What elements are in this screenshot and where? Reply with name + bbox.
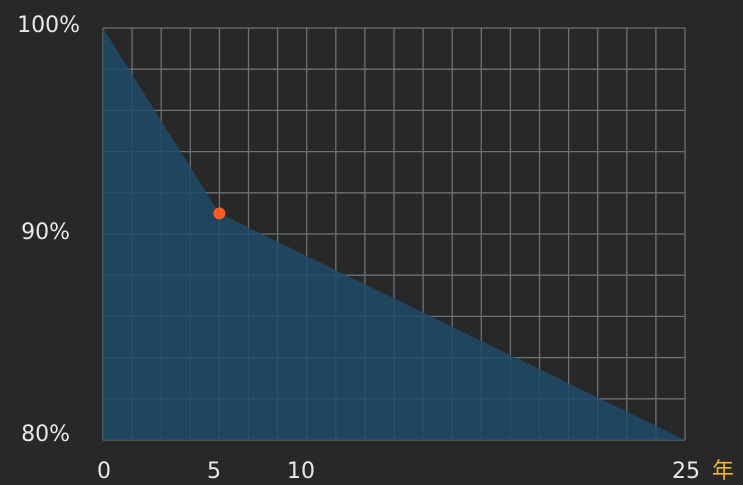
x-tick-25: 25 xyxy=(672,459,700,484)
y-tick-90: 90% xyxy=(21,220,70,245)
x-tick-10: 10 xyxy=(287,459,315,484)
area-series xyxy=(103,28,685,440)
highlight-point xyxy=(213,207,226,220)
x-tick-0: 0 xyxy=(97,459,111,484)
y-tick-100: 100% xyxy=(17,13,80,38)
x-unit-label: 年 xyxy=(712,459,734,484)
axis-ticks: 100% 90% 80% 0 5 10 25 年 xyxy=(17,13,734,484)
x-tick-5: 5 xyxy=(207,459,221,484)
y-tick-80: 80% xyxy=(21,422,70,447)
